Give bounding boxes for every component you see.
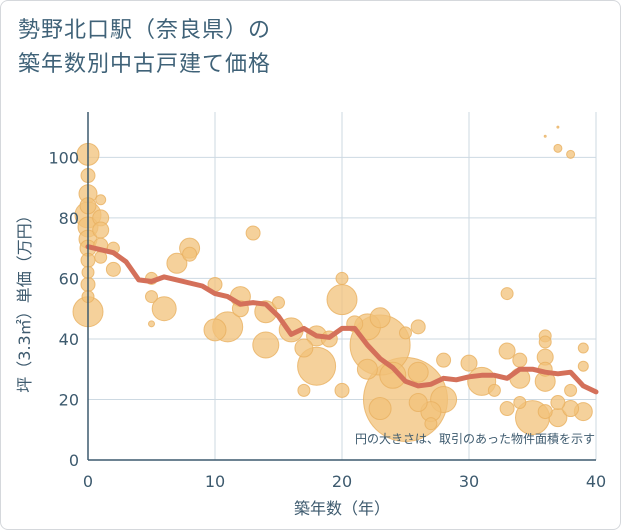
bubble-point [379, 361, 407, 389]
bubble-point [368, 397, 392, 421]
bubble-point [500, 287, 514, 301]
bubble-point [148, 320, 155, 328]
bubble-point [407, 361, 429, 383]
bubble-point [151, 296, 177, 322]
bubble-point [424, 417, 438, 431]
x-tick-label: 20 [332, 472, 352, 491]
bubble-point [294, 338, 314, 358]
bubble-point [577, 342, 589, 354]
x-tick-label: 10 [205, 472, 225, 491]
bubble-point [543, 134, 547, 138]
bubble-point [562, 400, 580, 418]
chart-title-line-1: 勢野北口駅（奈良県）の [18, 18, 272, 43]
bubble-point [537, 404, 553, 420]
bubble-point [436, 352, 452, 368]
y-axis-label: 坪（3.3㎡）単価（万円） [15, 207, 34, 392]
bubble-point [399, 326, 412, 340]
x-axis-label: 築年数（年） [294, 499, 390, 518]
bubble-point [553, 143, 563, 153]
bubble-point [145, 290, 158, 304]
bubble-point [550, 395, 566, 411]
bubble-point [499, 401, 515, 417]
chart-title: 勢野北口駅（奈良県）の 築年数別中古戸建て価格 [18, 14, 271, 82]
bubble-point [166, 252, 188, 274]
y-tick-label: 80 [59, 209, 79, 228]
bubble-point [356, 358, 378, 380]
bubble-point [369, 307, 391, 329]
chart-title-line-2: 築年数別中古戸建て価格 [18, 52, 272, 77]
y-tick-label: 20 [59, 390, 79, 409]
bubble-point [408, 393, 428, 413]
bubble-point [564, 383, 578, 397]
x-tick-label: 0 [83, 472, 93, 491]
bubble-point [105, 261, 121, 277]
bubble-point [410, 319, 426, 335]
y-tick-label: 0 [69, 451, 79, 470]
bubble-point [95, 194, 107, 206]
bubble-point [566, 149, 576, 159]
bubble-point [512, 352, 528, 368]
x-tick-label: 30 [459, 472, 479, 491]
bubble-point [577, 360, 589, 372]
trend-line-series [85, 244, 599, 395]
bubble-point [182, 246, 198, 262]
trend-line [85, 244, 599, 395]
bubble-point [334, 382, 350, 398]
axes: 0 10 20 30 40 0 20 40 60 80 100 [48, 112, 606, 491]
y-tick-label: 100 [48, 148, 79, 167]
bubble-point [460, 354, 478, 372]
x-tick-label: 40 [586, 472, 606, 491]
bubble-point [272, 296, 285, 310]
bubble-point [326, 284, 358, 316]
y-tick-label: 40 [59, 330, 79, 349]
size-annotation: 円の大きさは、取引のあった物件面積を示す [355, 431, 595, 446]
bubble-point [538, 335, 552, 349]
bubble-point [335, 271, 349, 285]
bubble-point [252, 331, 280, 359]
bubble-point [498, 342, 516, 360]
bubble-point [513, 396, 527, 410]
bubble-point [203, 318, 227, 342]
bubble-point [297, 383, 311, 397]
bubble-point [92, 221, 110, 239]
bubble-point [487, 383, 501, 397]
y-tick-label: 60 [59, 269, 79, 288]
bubble-point [556, 125, 560, 129]
bubble-point [245, 225, 261, 241]
